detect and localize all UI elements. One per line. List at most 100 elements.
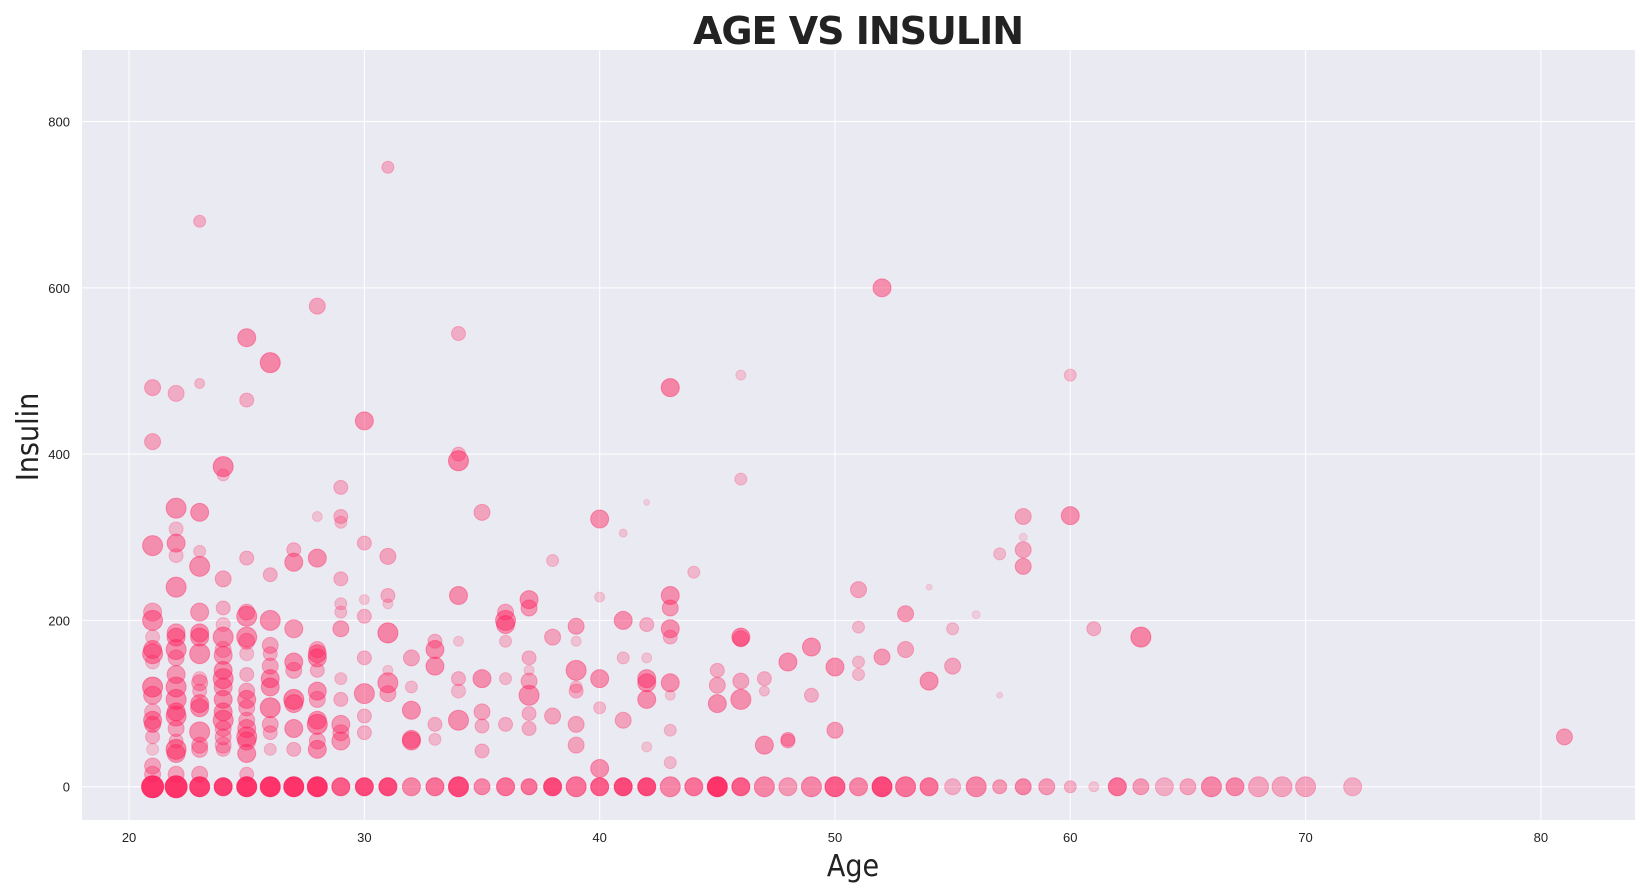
data-point — [1179, 778, 1197, 796]
data-point — [637, 689, 657, 709]
data-point — [353, 683, 375, 705]
data-point — [401, 729, 421, 749]
data-point — [758, 685, 770, 697]
data-point — [164, 775, 188, 799]
data-point — [286, 542, 302, 558]
data-point — [849, 777, 868, 797]
data-point — [897, 641, 915, 659]
data-point — [191, 765, 209, 783]
data-point — [404, 680, 418, 694]
data-point — [308, 641, 326, 659]
x-tick-label: 20 — [122, 830, 136, 845]
data-point — [307, 644, 327, 664]
data-point — [284, 619, 304, 639]
data-point — [239, 392, 255, 408]
data-point — [732, 672, 750, 690]
data-point — [237, 328, 257, 348]
x-tick-label: 70 — [1298, 830, 1312, 845]
data-point — [334, 672, 348, 686]
x-tick-label: 30 — [357, 830, 371, 845]
data-point — [824, 776, 846, 798]
data-point — [594, 591, 606, 603]
data-points — [141, 160, 1573, 799]
data-point — [262, 567, 278, 583]
data-point — [1295, 776, 1317, 798]
data-point — [190, 627, 210, 647]
data-point — [684, 777, 704, 797]
data-point — [590, 777, 610, 797]
data-point — [215, 600, 231, 616]
data-point — [142, 535, 164, 557]
data-point — [377, 622, 399, 644]
data-point — [520, 599, 538, 617]
data-point — [259, 609, 281, 631]
data-point — [801, 637, 821, 657]
data-point — [189, 555, 211, 577]
data-point — [212, 456, 234, 478]
data-point — [143, 602, 163, 622]
x-axis-ticks: 20 30 40 50 60 70 80 — [122, 830, 1548, 845]
data-point — [546, 554, 560, 568]
data-point — [447, 709, 469, 731]
data-point — [259, 776, 281, 798]
data-point — [570, 635, 582, 647]
data-point — [662, 629, 678, 645]
data-point — [544, 628, 562, 646]
data-point — [379, 685, 397, 703]
data-point — [474, 718, 490, 734]
data-point — [308, 297, 326, 315]
data-point — [382, 598, 394, 610]
data-point — [259, 697, 281, 719]
data-point — [307, 648, 327, 668]
x-tick-label: 60 — [1063, 830, 1077, 845]
data-point — [495, 609, 517, 631]
data-point — [992, 779, 1008, 795]
data-point — [332, 620, 350, 638]
data-point — [778, 777, 798, 797]
data-point — [569, 680, 583, 694]
data-point — [756, 671, 772, 687]
data-point — [641, 652, 653, 664]
data-point — [428, 732, 442, 746]
data-point — [544, 707, 562, 725]
data-point — [354, 411, 374, 431]
data-point — [192, 683, 208, 699]
data-point — [895, 776, 917, 798]
data-point — [307, 548, 327, 568]
data-point — [1014, 778, 1032, 796]
data-point — [283, 688, 305, 710]
data-point — [285, 661, 303, 679]
data-point — [965, 776, 987, 798]
data-point — [497, 603, 515, 621]
data-point — [286, 741, 302, 757]
data-point — [379, 547, 397, 565]
data-point — [213, 660, 233, 680]
data-point — [260, 669, 280, 689]
data-point — [1130, 626, 1152, 648]
y-tick-label: 0 — [63, 780, 70, 795]
data-point — [331, 731, 351, 751]
data-point — [306, 713, 328, 735]
data-point — [567, 715, 585, 733]
data-point — [216, 468, 230, 482]
data-point — [144, 715, 162, 733]
data-point — [190, 698, 210, 718]
data-point — [143, 710, 163, 730]
data-point — [473, 703, 491, 721]
data-point — [193, 544, 207, 558]
data-point — [356, 725, 372, 741]
data-point — [613, 610, 633, 630]
data-point — [333, 479, 349, 495]
data-point — [308, 732, 326, 750]
data-point — [262, 725, 278, 741]
data-point — [1014, 541, 1032, 559]
data-point — [518, 684, 540, 706]
data-point — [474, 743, 490, 759]
data-point — [663, 723, 677, 737]
data-point — [213, 689, 233, 709]
data-point — [568, 683, 584, 699]
data-point — [213, 645, 233, 665]
data-point — [238, 603, 256, 621]
data-point — [825, 657, 845, 677]
